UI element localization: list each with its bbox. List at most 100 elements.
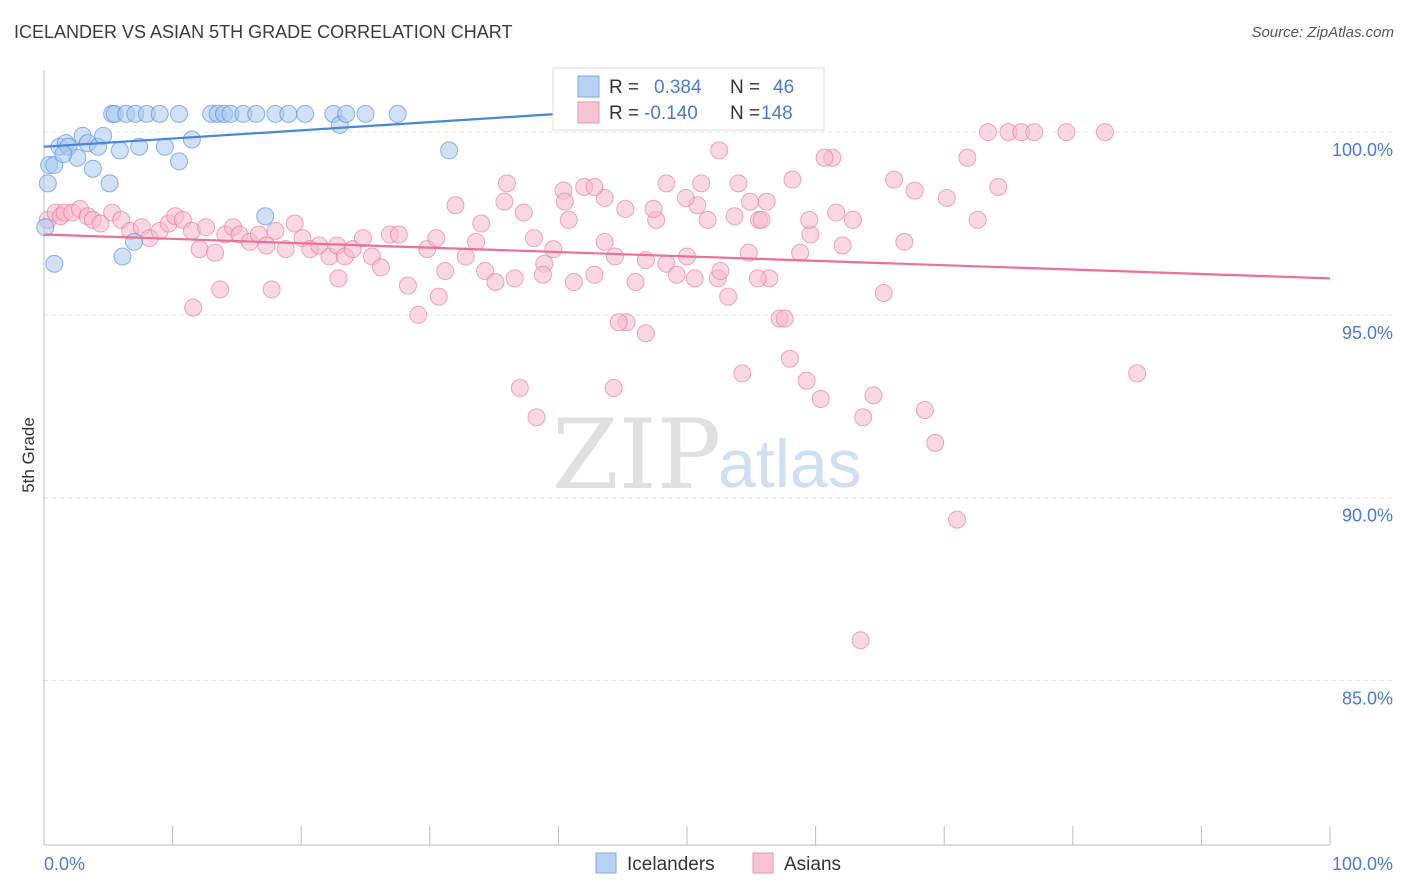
asian-point <box>190 240 209 259</box>
asian-point <box>752 210 771 229</box>
asian-point <box>329 269 348 288</box>
asian-point <box>733 364 752 383</box>
y-tick-label: 100.0% <box>1332 140 1393 160</box>
icelander-point <box>182 130 201 149</box>
bottom-legend-swatch-icelanders <box>595 852 617 874</box>
legend-swatch-icelanders <box>577 75 600 98</box>
y-axis-title: 5th Grade <box>19 417 38 493</box>
asian-point <box>514 203 533 222</box>
asian-point <box>775 309 794 328</box>
asian-point <box>685 269 704 288</box>
asian-point <box>310 236 329 255</box>
asian-point <box>211 280 230 299</box>
asian-point <box>797 371 816 390</box>
icelander-point <box>247 104 266 123</box>
asian-point <box>1057 123 1076 142</box>
asian-point <box>495 192 514 211</box>
legend-box: R = 0.384 N = 46 R = -0.140 N = 148 <box>552 67 825 131</box>
asian-point <box>626 273 645 292</box>
icelander-point <box>110 141 129 160</box>
icelander-point <box>296 104 315 123</box>
asian-point <box>409 305 428 324</box>
icelander-point <box>83 159 102 178</box>
asian-point <box>472 214 491 233</box>
asian-point <box>559 210 578 229</box>
asian-point <box>262 280 281 299</box>
asian-point <box>353 229 372 248</box>
legend-r-label-icelanders: R = <box>609 77 639 98</box>
icelander-point <box>388 104 407 123</box>
asian-point <box>456 247 475 266</box>
bottom-legend-swatch-asians <box>752 852 774 874</box>
asian-point <box>800 210 819 229</box>
icelander-point <box>113 247 132 266</box>
bottom-legend: Icelanders Asians <box>595 852 841 875</box>
watermark-zip: ZIP <box>552 399 721 511</box>
asian-point <box>197 218 216 237</box>
icelander-point <box>440 141 459 160</box>
axes: 100.0% 95.0% 90.0% 85.0% 0.0% 100.0% <box>43 70 1393 874</box>
asian-point <box>476 262 495 281</box>
icelander-point <box>337 104 356 123</box>
asian-point <box>555 192 574 211</box>
asian-point <box>719 287 738 306</box>
asian-point <box>184 298 203 317</box>
asian-point <box>609 313 628 332</box>
icelanders-trend-line <box>43 112 559 148</box>
asian-point <box>748 269 767 288</box>
asian-point <box>833 236 852 255</box>
asian-point <box>644 199 663 218</box>
trend-lines <box>43 112 1331 280</box>
x-tick-label-max: 100.0% <box>1332 854 1393 874</box>
asian-point <box>266 221 285 240</box>
y-tick-label: 90.0% <box>1342 506 1393 526</box>
asian-point <box>757 192 776 211</box>
asian-point <box>527 408 546 427</box>
asian-point <box>827 203 846 222</box>
legend-r-value-asians: -0.140 <box>644 103 698 124</box>
asian-point <box>505 269 524 288</box>
icelander-point <box>45 254 64 273</box>
source-label: Source: ZipAtlas.com <box>1251 24 1394 41</box>
icelander-point <box>36 218 55 237</box>
asian-point <box>486 273 505 292</box>
asian-point <box>895 232 914 251</box>
asian-point <box>851 631 870 650</box>
asian-point <box>1095 123 1114 142</box>
asian-point <box>371 258 390 277</box>
asian-point <box>389 225 408 244</box>
asian-point <box>604 379 623 398</box>
asian-point <box>524 229 543 248</box>
asian-point <box>605 247 624 266</box>
asian-point <box>276 240 295 259</box>
icelander-point <box>150 104 169 123</box>
asian-point <box>544 240 563 259</box>
icelander-point <box>155 137 174 156</box>
asian-point <box>91 214 110 233</box>
asian-point <box>595 188 614 207</box>
asian-point <box>427 229 446 248</box>
asian-point <box>780 349 799 368</box>
asian-point <box>926 433 945 452</box>
asian-point <box>725 207 744 226</box>
icelander-point <box>256 207 275 226</box>
asian-point <box>510 379 529 398</box>
asian-point <box>676 188 695 207</box>
asian-point <box>791 243 810 262</box>
asian-point <box>874 283 893 302</box>
legend-n-value-asians: 148 <box>761 103 793 124</box>
asian-point <box>958 148 977 167</box>
icelander-point <box>170 104 189 123</box>
asian-point <box>436 262 455 281</box>
asian-point <box>815 148 834 167</box>
asian-point <box>710 141 729 160</box>
asian-point <box>585 265 604 284</box>
asian-point <box>741 192 760 211</box>
icelander-point <box>94 126 113 145</box>
asians-trend-line <box>43 233 1331 280</box>
asian-point <box>711 262 730 281</box>
legend-n-label-icelanders: N = <box>730 77 760 98</box>
asian-point <box>783 170 802 189</box>
asian-point <box>905 181 924 200</box>
asian-point <box>497 174 516 193</box>
